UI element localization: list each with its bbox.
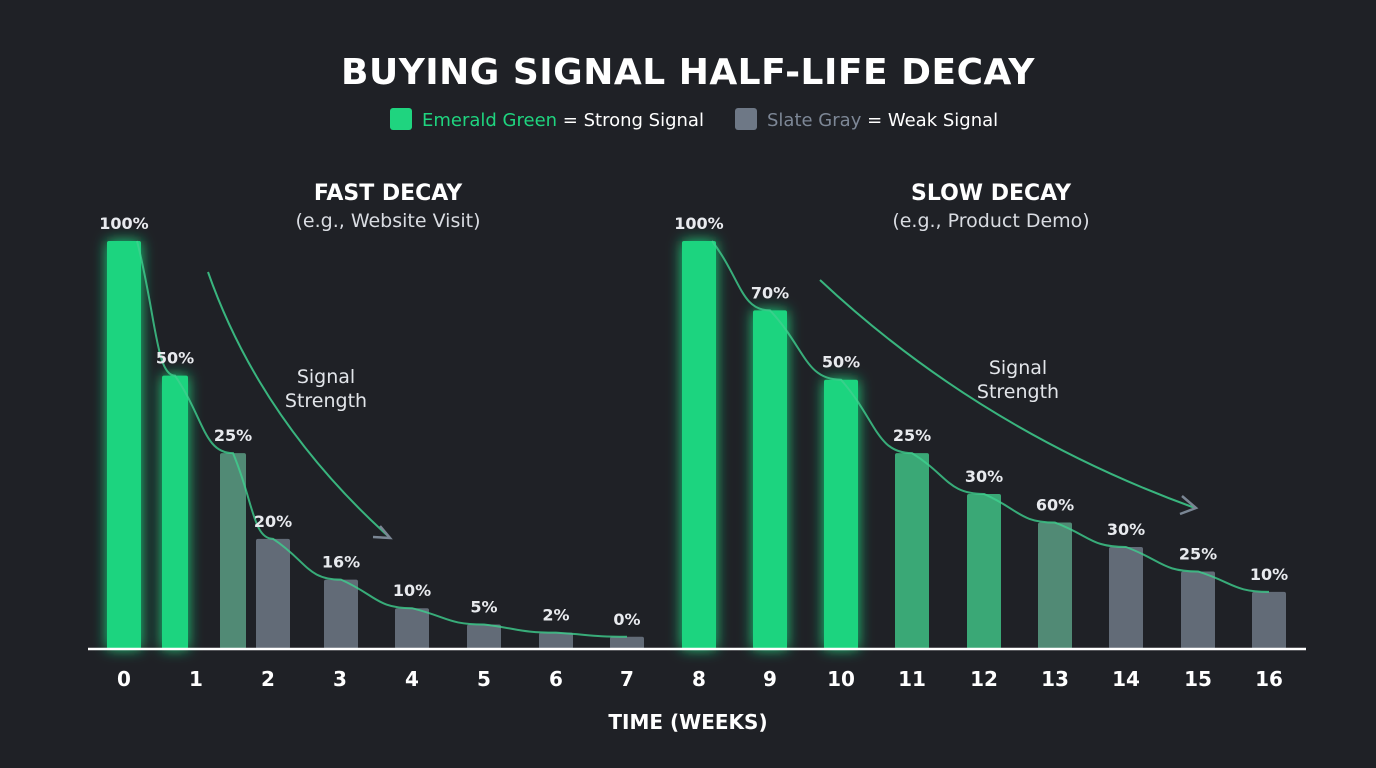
bars-group [107, 241, 1286, 649]
legend-weak-text: Slate Gray = Weak Signal [767, 110, 998, 131]
x-axis-title: TIME (WEEKS) [608, 710, 767, 734]
fast-bar-7 [539, 632, 573, 649]
fast-bar-1 [162, 375, 188, 649]
fast-bar-2 [220, 453, 246, 649]
slow-bar-1 [753, 310, 787, 649]
fast-bar-3 [256, 538, 290, 649]
legend-strong-key: Emerald Green [422, 110, 557, 131]
fast-annotation-line2: Strength [285, 390, 367, 412]
slow-value-label-3: 25% [893, 426, 931, 445]
slow-value-label-6: 30% [1107, 520, 1145, 539]
legend: Emerald Green = Strong Signal Slate Gray… [390, 108, 998, 131]
slow-annotation-line1: Signal [989, 357, 1047, 379]
legend-weak-key: Slate Gray [767, 110, 862, 131]
x-tick-6: 6 [549, 667, 563, 691]
x-tick-14: 14 [1112, 667, 1140, 691]
x-tick-5: 5 [477, 667, 491, 691]
slow-decay-arrow [819, 279, 1196, 509]
fast-value-label-5: 10% [393, 581, 431, 600]
x-tick-13: 13 [1041, 667, 1069, 691]
slow-decay-subtitle: (e.g., Product Demo) [892, 210, 1089, 232]
fast-value-label-8: 0% [613, 610, 640, 629]
slow-value-label-2: 50% [822, 353, 860, 372]
fast-bar-6 [467, 624, 501, 649]
x-tick-16: 16 [1255, 667, 1283, 691]
x-tick-7: 7 [620, 667, 634, 691]
slow-bar-5 [1038, 522, 1072, 649]
fast-annotation-line1: Signal [297, 366, 355, 388]
x-tick-1: 1 [189, 667, 203, 691]
slow-value-label-0: 100% [674, 214, 723, 233]
fast-decay-arrow [207, 271, 389, 537]
fast-bar-4 [324, 579, 358, 649]
curves-group [136, 240, 1270, 638]
slow-decay-title: SLOW DECAY [911, 181, 1072, 206]
x-tick-11: 11 [898, 667, 926, 691]
slow-bar-4 [967, 493, 1001, 649]
fast-bar-0 [107, 241, 141, 649]
fast-value-label-6: 5% [470, 598, 497, 617]
fast-bar-8 [610, 636, 644, 649]
slow-annotation-line2: Strength [977, 381, 1059, 403]
legend-strong-text: Emerald Green = Strong Signal [422, 110, 704, 131]
fast-decay-title: FAST DECAY [314, 181, 463, 206]
x-tick-4: 4 [405, 667, 419, 691]
fast-value-label-1: 50% [156, 349, 194, 368]
legend-strong-desc: = Strong Signal [557, 110, 704, 131]
labels-group: 100% 50% 25% 20% 16% 10% 5% 2% 0% 100% 70% 50% 25% 30… [99, 214, 1288, 629]
x-tick-2: 2 [261, 667, 275, 691]
fast-value-label-2: 25% [214, 426, 252, 445]
x-tick-8: 8 [692, 667, 706, 691]
slow-bar-6 [1109, 547, 1143, 649]
fast-value-label-3: 20% [254, 512, 292, 531]
fast-bar-5 [395, 608, 429, 649]
x-tick-12: 12 [970, 667, 998, 691]
x-tick-0: 0 [117, 667, 131, 691]
slow-bar-7 [1181, 571, 1215, 649]
slow-decay-arrowhead [1179, 495, 1199, 516]
fast-value-label-4: 16% [322, 553, 360, 572]
slow-value-label-4: 30% [965, 467, 1003, 486]
slow-bar-2 [824, 379, 858, 649]
fast-decay-curve [136, 240, 628, 638]
slow-value-label-7: 25% [1179, 544, 1217, 563]
legend-weak-desc: = Weak Signal [861, 110, 998, 131]
legend-strong-swatch [390, 108, 412, 130]
x-tick-10: 10 [827, 667, 855, 691]
slow-bar-3 [895, 453, 929, 649]
x-tick-9: 9 [763, 667, 777, 691]
chart-title: BUYING SIGNAL HALF-LIFE DECAY [341, 52, 1035, 93]
slow-value-label-1: 70% [751, 283, 789, 302]
x-tick-15: 15 [1184, 667, 1212, 691]
legend-weak-swatch [735, 108, 757, 130]
slow-decay-curve [711, 240, 1270, 593]
x-tick-3: 3 [333, 667, 347, 691]
fast-value-label-7: 2% [542, 606, 569, 625]
fast-value-label-0: 100% [99, 214, 148, 233]
fast-decay-arrowhead [372, 525, 393, 540]
slow-value-label-5: 60% [1036, 496, 1074, 515]
slow-bar-0 [682, 241, 716, 649]
x-tick-labels: 0 1 2 3 4 5 6 7 8 9 10 11 12 13 14 15 16 [117, 667, 1283, 691]
fast-decay-subtitle: (e.g., Website Visit) [296, 210, 481, 232]
slow-value-label-8: 10% [1250, 565, 1288, 584]
slow-bar-8 [1252, 591, 1286, 649]
